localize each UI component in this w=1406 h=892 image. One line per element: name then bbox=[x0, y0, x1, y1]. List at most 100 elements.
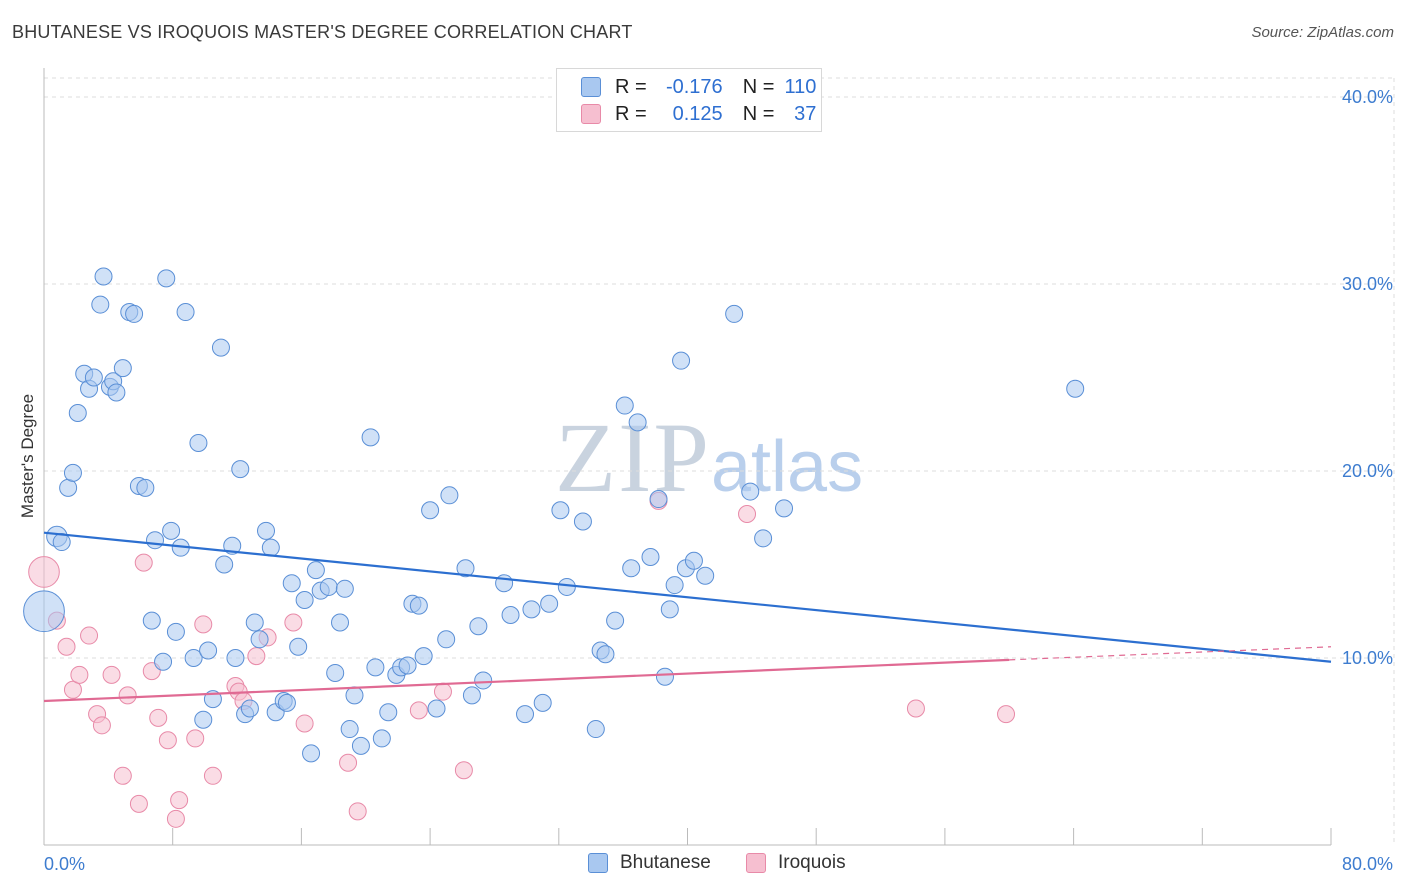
data-point bbox=[1066, 379, 1085, 398]
legend-n-label: N = bbox=[742, 102, 775, 125]
y-tick-label: 40.0% bbox=[1342, 87, 1393, 107]
data-point bbox=[440, 486, 459, 505]
data-point bbox=[469, 617, 488, 636]
data-point bbox=[211, 338, 230, 357]
legend-n-value: 110 bbox=[784, 75, 817, 98]
data-point bbox=[284, 613, 303, 632]
data-point bbox=[57, 637, 76, 656]
legend-row-bhutanese: R = -0.176 N = 110 bbox=[581, 75, 816, 99]
data-point bbox=[741, 482, 760, 501]
data-point bbox=[421, 501, 440, 520]
data-point bbox=[282, 574, 301, 593]
data-point bbox=[146, 531, 165, 550]
data-point bbox=[176, 303, 195, 322]
data-point bbox=[70, 665, 89, 684]
data-point bbox=[533, 693, 552, 712]
data-point bbox=[414, 647, 433, 666]
data-point bbox=[340, 720, 359, 739]
data-point bbox=[501, 605, 520, 624]
legend-n-label: N = bbox=[742, 75, 775, 98]
data-point bbox=[302, 744, 321, 763]
data-point bbox=[628, 413, 647, 432]
legend-n-value: 37 bbox=[794, 102, 817, 125]
data-point bbox=[366, 658, 385, 677]
data-point bbox=[655, 667, 674, 686]
data-point bbox=[641, 548, 660, 567]
legend-row-iroquois: R = 0.125 N = 37 bbox=[581, 102, 816, 126]
data-point bbox=[540, 594, 559, 613]
bhutanese-legend-swatch bbox=[588, 853, 608, 873]
data-point bbox=[136, 478, 155, 497]
data-point bbox=[149, 708, 168, 727]
data-point bbox=[80, 626, 99, 645]
data-point bbox=[162, 521, 181, 540]
iroquois-legend-label: Iroquois bbox=[778, 852, 846, 873]
data-point bbox=[134, 553, 153, 572]
data-point bbox=[295, 714, 314, 733]
data-point bbox=[154, 652, 173, 671]
data-point bbox=[92, 716, 111, 735]
data-point bbox=[754, 529, 773, 548]
source-credit: Source: ZipAtlas.com bbox=[1251, 24, 1394, 41]
data-point bbox=[326, 663, 345, 682]
data-point bbox=[170, 791, 189, 810]
data-point bbox=[606, 611, 625, 630]
iroquois-legend-swatch bbox=[746, 853, 766, 873]
data-point bbox=[665, 576, 684, 595]
data-point bbox=[997, 705, 1016, 724]
data-point bbox=[59, 478, 78, 497]
bhutanese-trend-line bbox=[43, 531, 1332, 663]
data-point bbox=[409, 596, 428, 615]
y-tick-label: 20.0% bbox=[1342, 461, 1393, 481]
data-point bbox=[186, 729, 205, 748]
data-point bbox=[240, 699, 259, 718]
data-point bbox=[250, 630, 269, 649]
iroquois-trend-line bbox=[43, 658, 1010, 703]
data-point bbox=[335, 579, 354, 598]
data-point bbox=[551, 501, 570, 520]
data-point bbox=[345, 686, 364, 705]
data-point bbox=[331, 613, 350, 632]
data-point bbox=[684, 551, 703, 570]
data-point bbox=[226, 649, 245, 667]
legend-item-iroquois: Iroquois bbox=[746, 852, 846, 874]
data-point bbox=[557, 577, 576, 596]
data-point bbox=[129, 794, 148, 813]
bhutanese-swatch bbox=[581, 77, 601, 97]
data-point bbox=[158, 731, 177, 750]
bhutanese-points bbox=[23, 267, 1085, 763]
data-point bbox=[409, 701, 428, 720]
data-point bbox=[427, 699, 446, 718]
data-point bbox=[157, 269, 176, 288]
data-point bbox=[84, 368, 103, 387]
data-point bbox=[573, 512, 592, 531]
data-point bbox=[125, 304, 144, 323]
data-point bbox=[672, 351, 691, 370]
x-tick-label: 80.0% bbox=[1342, 854, 1393, 874]
data-point bbox=[622, 559, 641, 578]
data-point bbox=[615, 396, 634, 415]
series-legend: Bhutanese Iroquois bbox=[0, 852, 1406, 878]
iroquois-points bbox=[28, 491, 1016, 828]
data-point bbox=[586, 720, 605, 739]
data-point bbox=[166, 622, 185, 641]
data-point bbox=[433, 682, 452, 701]
data-point bbox=[203, 766, 222, 785]
chart-title: BHUTANESE VS IROQUOIS MASTER'S DEGREE CO… bbox=[12, 22, 633, 42]
y-tick-label: 10.0% bbox=[1342, 648, 1393, 668]
legend-r-value: 0.125 bbox=[672, 102, 723, 125]
data-point bbox=[91, 295, 110, 314]
data-point bbox=[215, 555, 234, 574]
data-point bbox=[194, 710, 213, 729]
data-point bbox=[696, 566, 715, 585]
legend-r-label: R = bbox=[615, 102, 647, 125]
data-point bbox=[102, 665, 121, 684]
data-point bbox=[351, 736, 370, 755]
data-point bbox=[454, 761, 473, 780]
data-point bbox=[277, 693, 296, 712]
data-point bbox=[474, 671, 493, 690]
data-point bbox=[113, 359, 132, 378]
data-point bbox=[199, 641, 218, 660]
data-point bbox=[379, 703, 398, 722]
